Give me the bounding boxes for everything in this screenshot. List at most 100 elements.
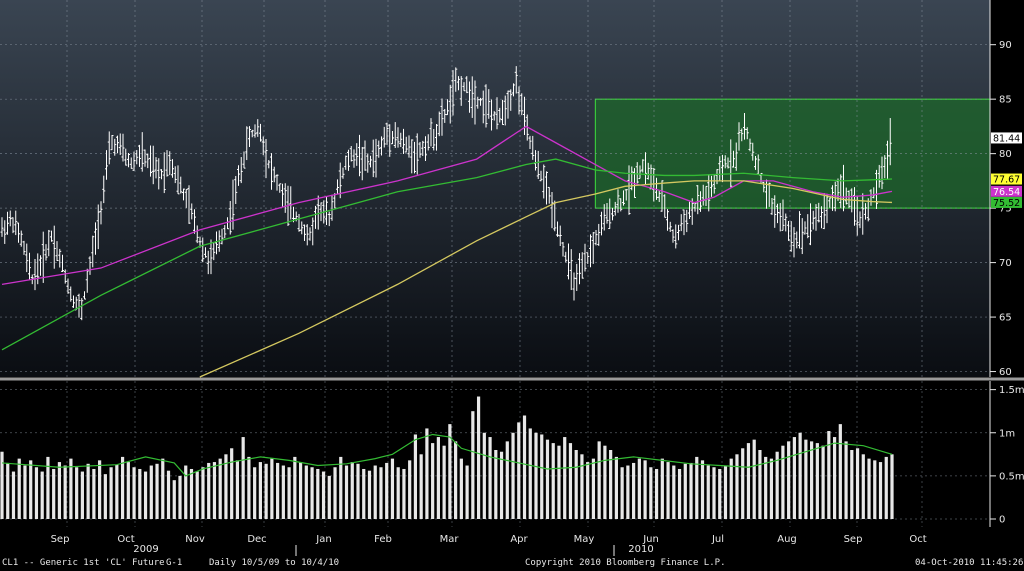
price-value-label: 75.52 bbox=[991, 196, 1022, 209]
x-axis-label: Sep bbox=[844, 534, 863, 545]
volume-bar bbox=[436, 437, 440, 519]
volume-bar bbox=[838, 424, 842, 519]
volume-bar bbox=[425, 428, 429, 519]
volume-bar bbox=[861, 454, 865, 519]
volume-bar bbox=[844, 441, 848, 519]
volume-bar bbox=[327, 475, 331, 519]
volume-bar bbox=[758, 450, 762, 519]
price-volume-chart: 60 65 70 75 80 85 90 0 0.5m 1m 1.5m Sep Oct Nov Dec Jan… bbox=[0, 0, 1024, 556]
volume-bar bbox=[253, 467, 257, 519]
volume-bar bbox=[132, 467, 136, 519]
volume-bar bbox=[362, 468, 366, 519]
volume-bar bbox=[792, 437, 796, 519]
volume-bar bbox=[614, 456, 618, 519]
x-axis-label: Nov bbox=[185, 534, 205, 545]
volume-bar bbox=[155, 463, 159, 519]
volume-bar bbox=[161, 458, 165, 519]
timestamp-label: 04-Oct-2010 11:45:26 bbox=[915, 558, 1024, 568]
volume-bar bbox=[505, 441, 509, 519]
volume-bar bbox=[459, 458, 463, 519]
volume-bar bbox=[454, 441, 458, 519]
volume-bar bbox=[752, 439, 756, 519]
volume-bar bbox=[115, 464, 119, 519]
volume-bar bbox=[769, 458, 774, 519]
volume-bar bbox=[787, 441, 791, 519]
volume-bar bbox=[207, 462, 211, 519]
price-value-label-text: 81.44 bbox=[993, 133, 1020, 144]
volume-bar bbox=[321, 471, 326, 519]
price-axis-label: 70 bbox=[999, 258, 1012, 269]
volume-bar bbox=[172, 480, 176, 519]
volume-bar bbox=[80, 471, 84, 519]
volume-bar bbox=[46, 456, 50, 519]
volume-bar bbox=[677, 468, 682, 519]
chart-footer: CL1 -- Generic 1st 'CL' Future G-1 Daily… bbox=[0, 556, 1024, 571]
volume-bar bbox=[241, 437, 245, 519]
volume-bar bbox=[534, 432, 538, 519]
volume-bar bbox=[718, 468, 722, 519]
ma-green-line bbox=[1, 158, 893, 351]
price-axis-label: 85 bbox=[999, 95, 1012, 106]
volume-bar bbox=[212, 462, 217, 519]
volume-bar bbox=[551, 443, 555, 519]
volume-bar bbox=[729, 458, 733, 519]
x-axis-year-label: 2010 bbox=[628, 544, 653, 555]
price-value-label-bg bbox=[991, 196, 1022, 208]
ma-yellow-line bbox=[199, 180, 893, 378]
volume-bar bbox=[522, 415, 527, 519]
volume-bar bbox=[591, 458, 596, 519]
volume-bar bbox=[884, 456, 888, 519]
price-value-label-text: 75.52 bbox=[993, 198, 1020, 209]
price-axis-label: 80 bbox=[999, 149, 1012, 160]
volume-bar bbox=[235, 460, 240, 519]
volume-bar bbox=[304, 465, 308, 519]
x-axis-label: Oct bbox=[909, 534, 926, 545]
x-axis-label: Feb bbox=[374, 534, 392, 545]
volume-bar bbox=[52, 468, 56, 519]
price-value-label-bg bbox=[991, 185, 1022, 197]
volume-bar bbox=[333, 467, 337, 519]
volume-bar bbox=[34, 467, 39, 519]
volume-bar bbox=[281, 465, 285, 519]
volume-bar bbox=[649, 467, 653, 519]
price-value-label-bg bbox=[991, 132, 1022, 144]
volume-bar bbox=[465, 465, 469, 519]
volume-bar bbox=[609, 450, 613, 519]
price-axis-label: 60 bbox=[999, 367, 1012, 378]
price-value-label-bg bbox=[991, 173, 1022, 185]
volume-bar bbox=[890, 454, 894, 519]
volume-bar bbox=[574, 450, 578, 519]
volume-bar bbox=[775, 451, 779, 519]
volume-bar bbox=[517, 422, 521, 519]
volume-bar bbox=[660, 458, 664, 519]
volume-bar bbox=[746, 443, 751, 519]
volume-bar bbox=[700, 460, 705, 519]
volume-bar bbox=[563, 437, 567, 519]
volume-bar bbox=[350, 462, 354, 519]
volume-bar bbox=[17, 458, 21, 519]
volume-bar bbox=[723, 465, 728, 519]
volume-bar bbox=[298, 462, 303, 519]
volume-bar bbox=[40, 471, 44, 519]
volume-bar bbox=[6, 462, 10, 519]
volume-bar bbox=[69, 458, 73, 519]
price-value-label-text: 76.54 bbox=[993, 187, 1020, 198]
volume-bar bbox=[781, 445, 785, 519]
volume-bar bbox=[379, 467, 383, 519]
volume-bar bbox=[798, 432, 802, 519]
volume-bar bbox=[92, 468, 96, 519]
volume-bar bbox=[827, 431, 831, 519]
volume-bar bbox=[258, 462, 262, 519]
volume-axis-label: 0.5m bbox=[999, 471, 1024, 482]
volume-bar bbox=[287, 467, 291, 519]
x-axis-label: Sep bbox=[51, 534, 70, 545]
highlight-band bbox=[594, 98, 991, 209]
volume-bar bbox=[339, 456, 343, 519]
x-axis-label: Jun bbox=[642, 534, 659, 545]
x-axis-label: Aug bbox=[777, 534, 797, 545]
x-axis-label: May bbox=[574, 534, 595, 545]
volume-bar bbox=[706, 465, 710, 519]
volume-bar bbox=[218, 458, 222, 519]
volume-ma-line bbox=[1, 433, 893, 477]
volume-bar bbox=[224, 454, 228, 519]
